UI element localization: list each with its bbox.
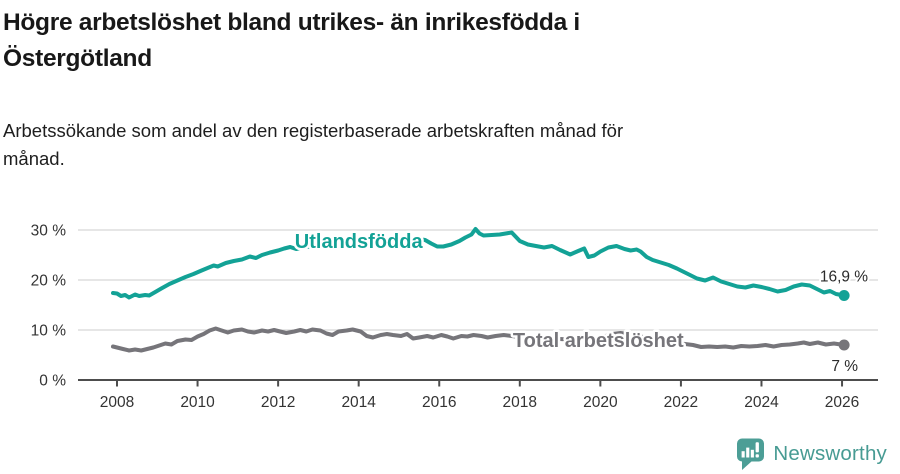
- y-tick-label: 0 %: [39, 373, 66, 390]
- exclamation-line: [755, 442, 760, 453]
- exclamation-dot: [755, 454, 760, 458]
- newsworthy-logo-icon: [737, 438, 765, 470]
- x-tick-label: 2010: [180, 394, 215, 411]
- series-line-utlandsfodda: [111, 227, 847, 300]
- chart-subtitle: Arbetssökande som andel av den registerb…: [3, 117, 863, 173]
- y-tick-label: 30 %: [31, 223, 67, 240]
- x-tick-label: 2026: [825, 394, 859, 411]
- newsworthy-logo-text: Newsworthy: [773, 442, 887, 465]
- end-value-utlandsfodda: 16,9 %: [820, 269, 868, 286]
- bar-3: [751, 449, 755, 458]
- title-line-1: Högre arbetslöshet bland utrikes- än inr…: [3, 9, 580, 36]
- x-tick-label: 2018: [503, 394, 537, 411]
- x-tick-label: 2012: [261, 394, 295, 411]
- x-tick-label: 2008: [100, 394, 134, 411]
- subtitle-line-1: Arbetssökande som andel av den registerb…: [3, 120, 624, 141]
- title-line-2: Östergötland: [3, 45, 152, 72]
- x-tick-label: 2014: [341, 394, 376, 411]
- y-tick-label: 10 %: [31, 323, 67, 340]
- series-label-total: Total arbetslöshet: [513, 330, 684, 352]
- end-value-total: 7 %: [831, 358, 858, 375]
- bar-1: [741, 451, 746, 458]
- x-tick-label: 2020: [583, 394, 618, 411]
- series-label-utlandsfodda: Utlandsfödda: [295, 231, 424, 253]
- y-tick-label: 20 %: [31, 273, 67, 290]
- page-title: Högre arbetslöshet bland utrikes- än inr…: [3, 5, 883, 77]
- series-line-total: [111, 326, 847, 353]
- bar-2: [746, 447, 750, 458]
- newsworthy-logo[interactable]: Newsworthy: [736, 438, 887, 470]
- end-dot-utlandsfodda: [838, 290, 850, 301]
- x-tick-label: 2016: [422, 394, 456, 411]
- x-tick-label: 2022: [664, 394, 698, 411]
- subtitle-line-2: månad.: [3, 148, 65, 169]
- end-dot-total: [838, 339, 850, 351]
- x-tick-label: 2024: [744, 394, 779, 411]
